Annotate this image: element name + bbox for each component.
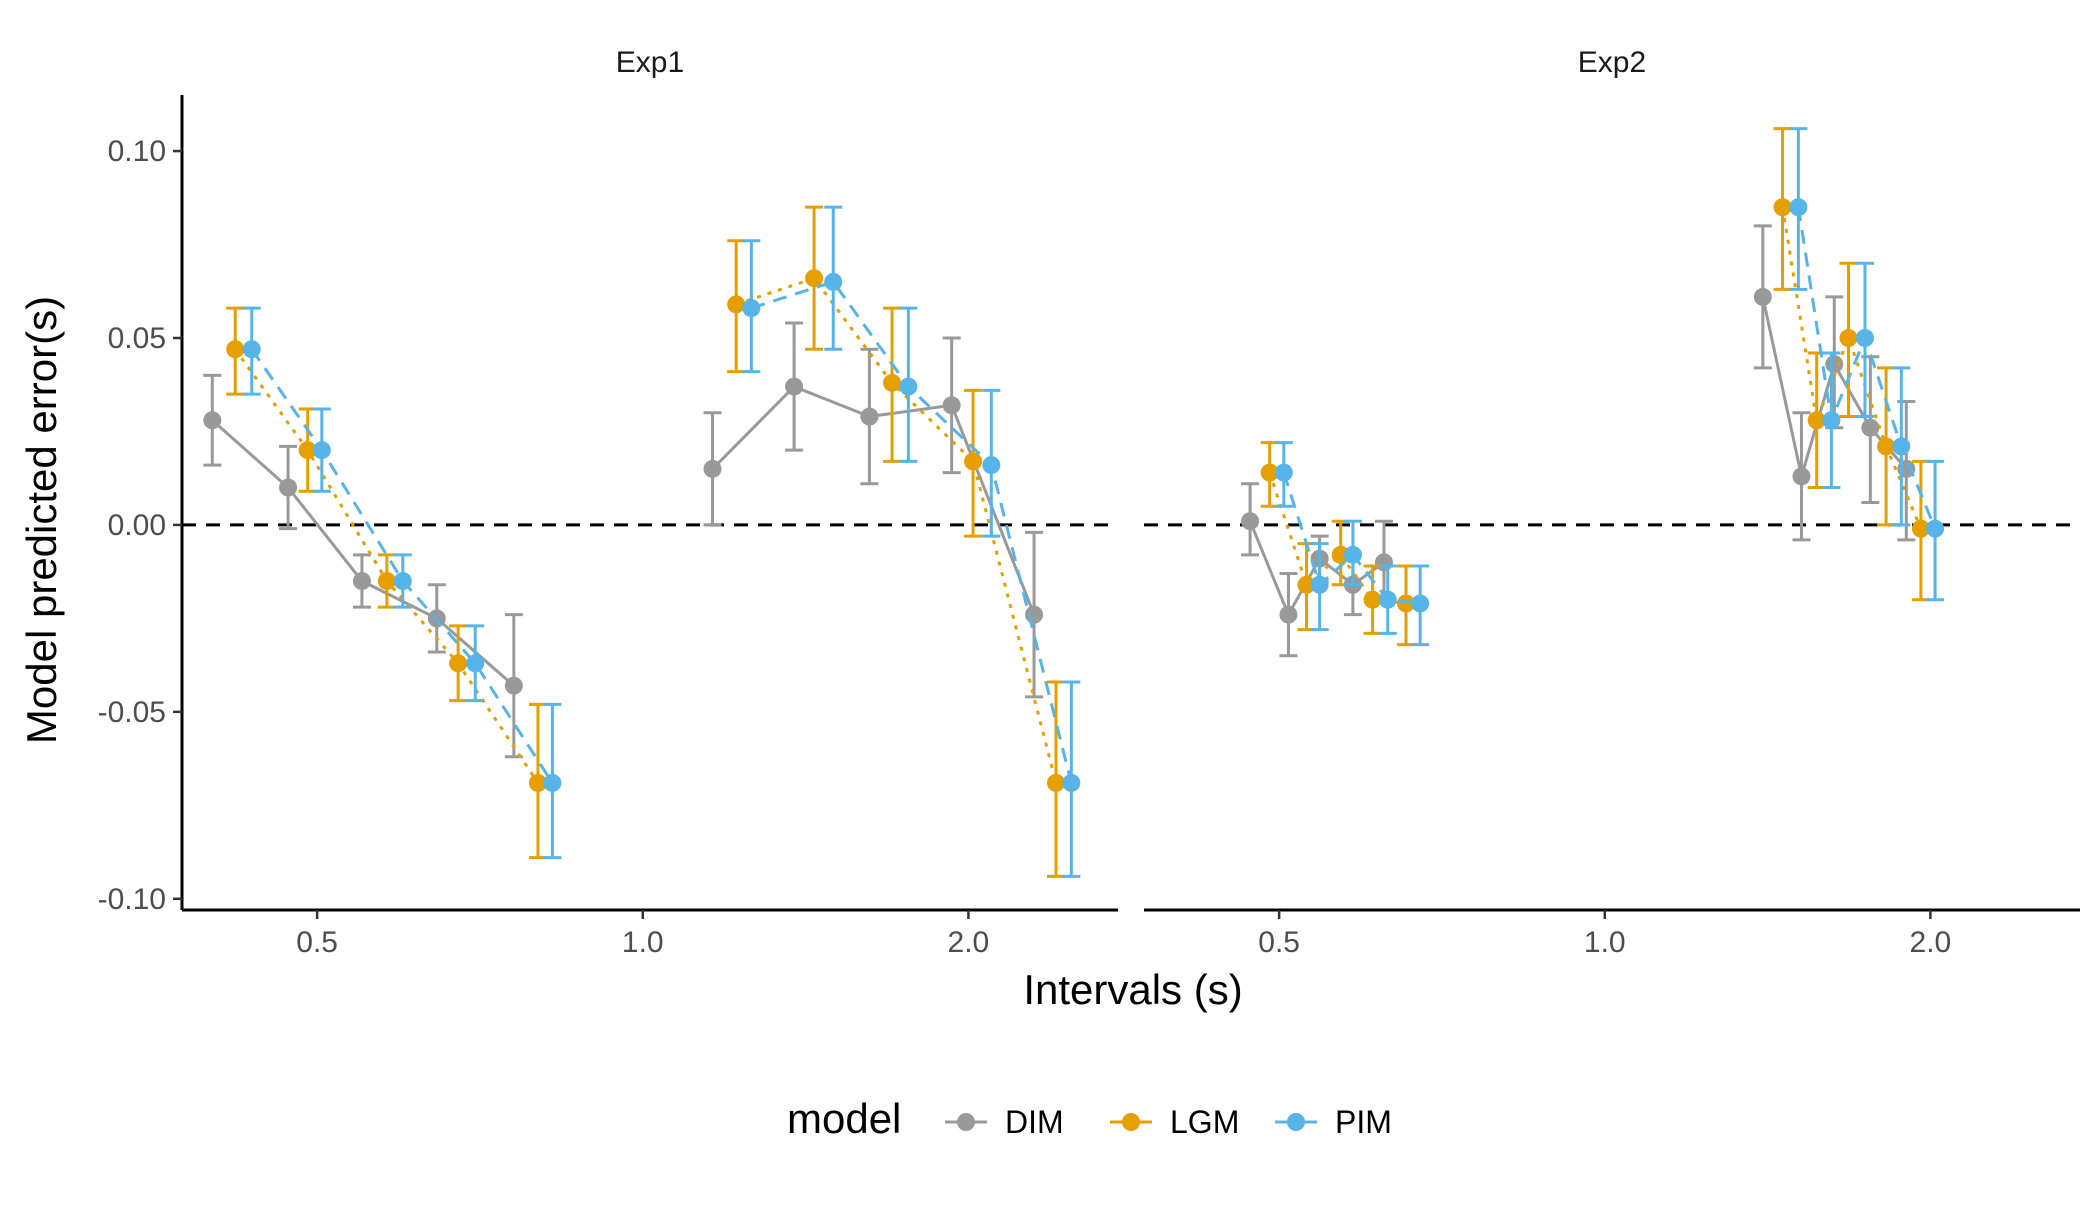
legend-marker [1122,1113,1140,1131]
x-tick-label: 1.0 [622,926,664,959]
data-point [393,572,412,591]
data-point [203,411,222,430]
data-point [860,407,879,426]
data-point [1310,575,1329,594]
data-point [1411,594,1430,613]
data-point [1861,418,1880,437]
data-point [226,340,245,359]
data-point [1297,575,1316,594]
data-point [899,377,918,396]
data-point [1822,411,1841,430]
data-point [1839,329,1858,348]
x-tick-label: 1.0 [1584,926,1626,959]
panel-exp2: Exp2 0.5 1.0 2.0 [1144,46,2080,959]
data-point [377,572,396,591]
y-tick-label: 0.10 [108,135,166,168]
data-point [1855,329,1874,348]
data-point [1825,355,1844,374]
data-point [1877,437,1896,456]
y-tick-label: 0.05 [108,322,166,355]
data-point [1062,773,1081,792]
x-tick-label: 2.0 [1910,926,1952,959]
x-tick-label: 0.5 [296,926,338,959]
data-point [1343,545,1362,564]
series-lgm [226,205,1066,878]
panels-layer: Exp1 0.5 1.0 2.0 Exp2 0.5 1.0 2.0 [182,46,2080,959]
series-line [1268,472,1407,605]
data-point [824,272,843,291]
series-line [750,280,1073,784]
x-tick-label: 2.0 [948,926,990,959]
data-point [1260,463,1279,482]
data-point [982,456,1001,475]
y-axis-title: Model predicted error(s) [18,296,65,744]
data-point [352,572,371,591]
data-point [1047,773,1066,792]
legend: model DIM LGM PIM [787,1095,1392,1142]
data-point [1279,605,1298,624]
data-point [279,478,298,497]
data-point [1789,198,1808,217]
series-line [1781,206,1923,530]
data-point [1773,198,1792,217]
data-point [1792,467,1811,486]
panel-title: Exp2 [1578,46,1646,79]
series-pim [1274,127,1945,647]
series-lgm [1260,127,1930,647]
y-tick-label: -0.05 [98,696,166,729]
data-point [1374,553,1393,572]
data-point [543,773,562,792]
data-point [1241,512,1260,531]
data-point [805,269,824,288]
data-point [942,396,961,415]
data-point [964,452,983,471]
data-point [1911,519,1930,538]
legend-label: LGM [1170,1104,1239,1140]
legend-marker [1287,1113,1305,1131]
data-point [1753,287,1772,306]
legend-entry-lgm: LGM [1110,1104,1239,1140]
series-pim [242,205,1081,878]
x-axis-title: Intervals (s) [1023,966,1242,1013]
series-line [1796,206,1937,530]
data-point [242,340,261,359]
legend-title: model [787,1095,901,1142]
series-line [211,419,515,687]
data-point [1892,437,1911,456]
data-point [1926,519,1945,538]
data-point [1274,463,1293,482]
data-point [312,441,331,460]
y-axis: -0.10 -0.05 0.00 0.05 0.10 [98,95,184,916]
series-dim [1241,224,1916,658]
data-point [1378,590,1397,609]
data-point [528,773,547,792]
y-tick-label: 0.00 [108,509,166,542]
data-point [785,377,804,396]
legend-label: DIM [1005,1104,1064,1140]
legend-marker [957,1113,975,1131]
data-point [727,295,746,314]
data-point [466,654,485,673]
data-point [742,299,761,318]
panel-exp1: Exp1 0.5 1.0 2.0 [182,46,1118,959]
data-point [1396,594,1415,613]
data-point [449,654,468,673]
legend-entry-dim: DIM [945,1104,1064,1140]
panel-title: Exp1 [616,46,684,79]
legend-label: PIM [1335,1104,1392,1140]
data-point [703,459,722,478]
data-point [504,676,523,695]
data-point [883,373,902,392]
y-tick-label: -0.10 [98,883,166,916]
data-point [1363,590,1382,609]
legend-entry-pim: PIM [1275,1104,1392,1140]
data-point [1807,411,1826,430]
x-tick-label: 0.5 [1258,926,1300,959]
series-dim [203,321,1044,759]
data-point [298,441,317,460]
